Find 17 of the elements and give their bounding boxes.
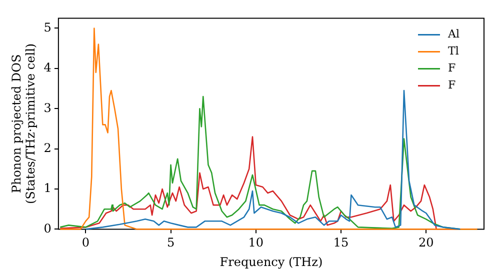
legend-label: Al	[447, 28, 460, 41]
legend-label: F	[448, 62, 456, 75]
legend-label: Tl	[448, 44, 460, 58]
y-tick-label: 5	[44, 20, 52, 34]
x-tick-label: 5	[166, 236, 175, 250]
x-axis-title: Frequency (THz)	[220, 254, 323, 269]
y-tick-label: 3	[44, 100, 52, 115]
y-tick-label: 4	[44, 60, 52, 75]
y-axis-title: Phonon projected DOS (States/THz·primitive cell)	[9, 43, 38, 204]
x-tick-label: 0	[82, 236, 90, 250]
y-tick-label: 1	[44, 181, 52, 196]
y-tick-label: 2	[44, 140, 52, 155]
y-tick-label: 0	[44, 221, 52, 236]
x-tick-label: 15	[333, 236, 349, 250]
x-tick-label: 10	[248, 236, 264, 250]
legend-label: F	[448, 78, 456, 92]
x-tick-label: 20	[418, 236, 434, 250]
